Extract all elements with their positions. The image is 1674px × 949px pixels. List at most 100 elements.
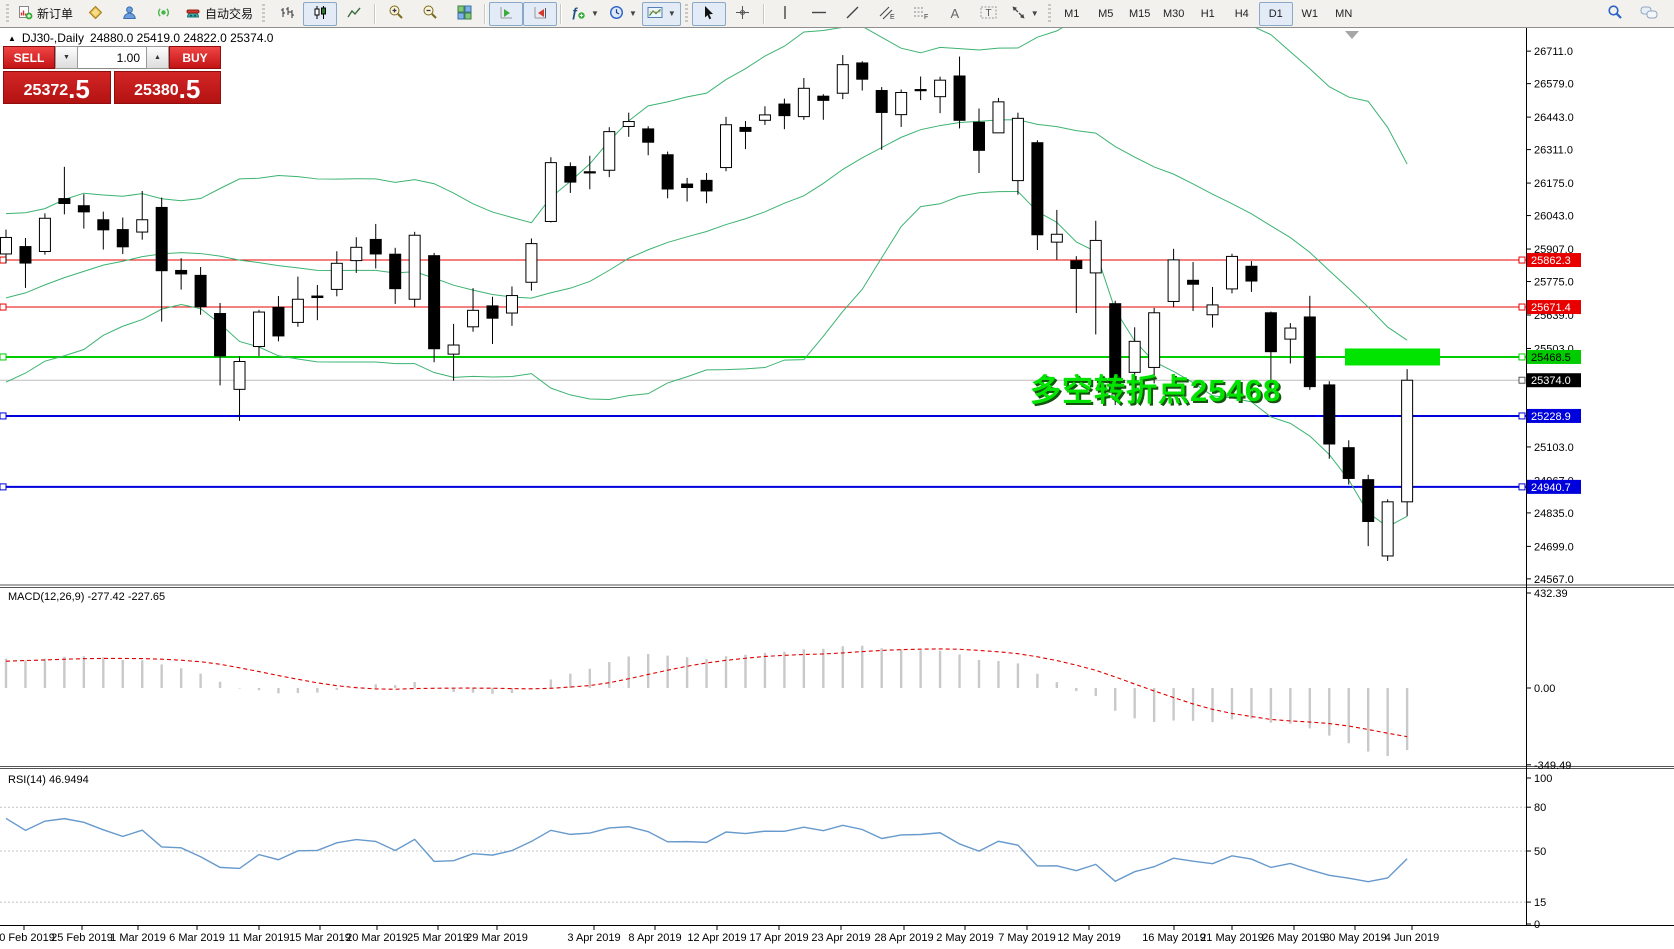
level-price-chip [1527,349,1581,364]
date-label: 16 May 2019 [1142,932,1206,944]
timeframe-m5-button[interactable]: M5 [1098,7,1114,20]
candle-body [1264,312,1277,353]
chart-text-annotation[interactable]: 多空转折点25468 [1030,373,1282,408]
autotrading-button[interactable]: 自动交易 [180,2,258,26]
candlestick-icon [313,5,328,23]
candle-body [1128,340,1141,373]
buy-price-box[interactable]: 25380 .5 [113,71,221,104]
candle-body [175,269,188,275]
price-tick-label: 26175.0 [1534,178,1574,190]
level-price-chip [1527,479,1581,494]
new-order-button[interactable]: 新订单 [13,2,78,26]
date-label: 29 Mar 2019 [466,932,528,944]
candle-body [58,198,71,204]
sell-button[interactable]: SELL [3,46,55,69]
fibonacci-tool-button[interactable]: F [904,2,938,26]
candle-body [389,253,402,290]
candle-body [330,262,343,290]
candle-body [1245,265,1258,282]
timeframe-mn-button[interactable]: MN [1335,7,1353,20]
crosshair-tool-button[interactable] [726,2,760,26]
fibonacci-icon: F [913,5,929,23]
metaeditor-button[interactable] [78,2,112,26]
sell-price-box[interactable]: 25372 .5 [3,71,111,104]
cursor-tool-button[interactable] [691,1,726,26]
candle-body [1225,255,1238,290]
timeframe-m30-button[interactable]: M30 [1163,7,1185,20]
candle-body [758,114,771,121]
toolbar-grip[interactable] [682,3,690,24]
search-button[interactable] [1598,2,1632,26]
price-tick-label: 24835.0 [1534,508,1574,520]
volume-decrease-button[interactable]: ▼ [55,46,78,69]
price-tick-label: 26311.0 [1534,145,1573,157]
tile-windows-button[interactable] [447,2,481,26]
date-label: 2 May 2019 [936,932,993,944]
timeframe-h4-button[interactable]: H4 [1234,7,1249,20]
zoom-out-button[interactable] [413,2,447,26]
chart-canvas[interactable]: 26711.0 26579.0 26443.0 26311.0 26175.0 26043… [0,28,1674,949]
timeframe-h1-button[interactable]: H1 [1200,7,1215,20]
candle-body [1284,327,1297,340]
horizontal-line-tool-button[interactable] [802,2,836,26]
signal-icon [156,5,171,23]
text-tool-icon: A [950,6,960,21]
arrows-tool-button[interactable]: ▼ [1006,2,1044,26]
line-chart-mode-button[interactable] [337,2,371,26]
toolbar-grip[interactable] [4,3,11,24]
candle-body [1050,233,1063,243]
candlestick-mode-button[interactable] [303,1,338,26]
chat-button[interactable] [1632,2,1666,26]
vertical-line-tool-button[interactable] [768,2,802,26]
level-price-chip-label: 25228.9 [1531,411,1571,423]
timeframe-m1-button[interactable]: M1 [1064,7,1080,20]
rsi-caption: RSI(14) 46.9494 [8,774,89,786]
level-price-chip [1527,408,1581,423]
main-pane [0,28,1526,561]
profile-button[interactable] [112,2,146,26]
indicators-button[interactable]: ƒ ▼ [565,2,604,26]
timeframe-d1-button[interactable]: D1 [1258,1,1293,26]
candle-body [1187,279,1200,285]
rsi-pane [0,806,1526,903]
profile-icon [122,5,137,23]
collapse-icon[interactable]: ▲ [8,33,16,43]
text-tool-button[interactable]: A [938,2,972,26]
channel-tool-button[interactable]: E [870,2,904,26]
volume-increase-button[interactable]: ▲ [146,46,169,69]
timeframe-m15-button[interactable]: M15 [1129,7,1151,20]
trendline-tool-button[interactable] [836,2,870,26]
highlight-rectangle[interactable] [1345,348,1440,366]
date-label: 20 Mar 2019 [346,932,408,944]
candle-body [1206,304,1219,316]
candle-body [136,219,149,233]
level-price-chip-label: 25468.5 [1531,352,1571,364]
timeframe-w1-button[interactable]: W1 [1301,7,1318,20]
date-label: 17 Apr 2019 [749,932,808,944]
current-price-chip [1527,373,1581,388]
candle-body [486,305,499,319]
rsi-axis-label: 15 [1534,897,1546,909]
candle-body [116,229,129,248]
svg-text:F: F [924,14,928,20]
signals-button[interactable] [146,2,180,26]
buy-button[interactable]: BUY [169,46,221,69]
autotrading-label: 自动交易 [205,7,254,21]
text-label-tool-button[interactable]: T [972,2,1006,26]
volume-input[interactable] [78,46,146,69]
candle-body [272,306,285,337]
periods-button[interactable]: ▼ [604,2,642,26]
chart-shift-button[interactable] [523,1,558,26]
bar-chart-mode-button[interactable] [269,2,303,26]
date-label: 25 Mar 2019 [407,932,469,944]
auto-scroll-button[interactable] [489,1,524,26]
price-tick-label: 26043.0 [1534,211,1574,223]
level-line-handle [0,256,7,264]
templates-button[interactable]: ▼ [641,1,681,26]
candle-body [97,219,110,231]
level-price-chip-label: 25862.3 [1531,255,1571,267]
toolbar-grip[interactable] [1045,3,1053,24]
zoom-in-button[interactable] [379,2,413,26]
candle-body [953,75,966,121]
toolbar-grip[interactable] [260,3,268,24]
